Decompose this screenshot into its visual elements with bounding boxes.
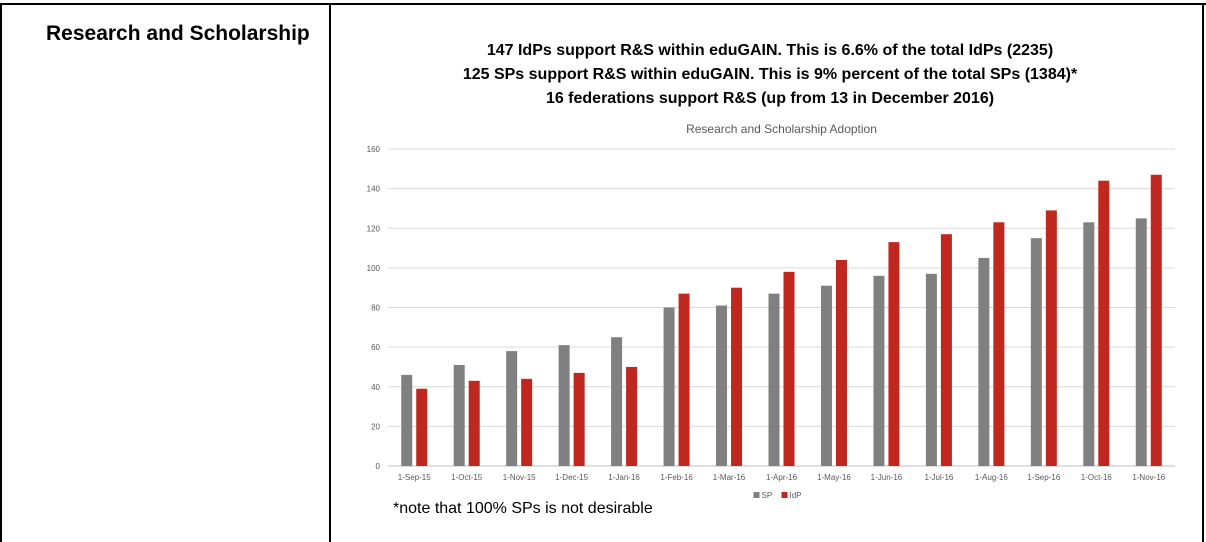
bar-sp (401, 374, 413, 466)
x-tick-label: 1-Dec-15 (555, 473, 588, 482)
bar-sp (873, 275, 885, 466)
bar-idp (416, 388, 428, 466)
x-tick-label: 1-Jan-16 (608, 473, 640, 482)
bar-sp (611, 337, 623, 466)
bar-idp (573, 372, 585, 466)
bar-sp (558, 345, 570, 466)
x-tick-label: 1-Mar-16 (713, 473, 746, 482)
bar-idp (940, 234, 952, 466)
x-tick-label: 1-Oct-15 (451, 473, 483, 482)
y-tick-label: 80 (371, 304, 380, 313)
bar-idp (521, 378, 533, 466)
adoption-chart: Research and Scholarship Adoption 0 20 40 60… (367, 122, 1175, 500)
bar-idp (468, 380, 480, 466)
bar-idp (1098, 180, 1110, 466)
legend-swatch-sp (753, 492, 760, 498)
footnote: *note that 100% SPs is not desirable (393, 500, 653, 517)
bar-sp (768, 293, 780, 466)
bar-sp (1030, 238, 1042, 466)
bar-idp (678, 293, 690, 466)
bar-idp (626, 366, 638, 466)
table-column-divider (329, 3, 331, 542)
bar-idp (993, 222, 1005, 466)
bar-sp (506, 351, 518, 466)
bar-sp (716, 305, 728, 466)
x-tick-label: 1-Feb-16 (660, 473, 693, 482)
table-top-border (0, 3, 1206, 5)
y-tick-label: 140 (367, 185, 381, 194)
x-tick-label: 1-Jul-16 (924, 473, 953, 482)
x-tick-label: 1-Sep-16 (1027, 473, 1060, 482)
row-label: Research and Scholarship (46, 22, 310, 45)
bar-sp (1135, 218, 1147, 466)
x-tick-label: 1-Aug-16 (975, 473, 1008, 482)
bar-sp (453, 364, 465, 466)
legend-swatch-idp (781, 492, 788, 498)
table-right-border (1202, 3, 1204, 542)
x-tick-label: 1-Apr-16 (766, 473, 798, 482)
x-tick-label: 1-Jun-16 (871, 473, 903, 482)
y-tick-label: 0 (376, 462, 381, 471)
x-tick-label: 1-Nov-16 (1132, 473, 1165, 482)
table-left-border (0, 3, 2, 542)
bar-sp (1083, 222, 1095, 466)
bar-sp (663, 307, 675, 466)
bar-sp (978, 257, 990, 466)
x-tick-label: 1-Sep-15 (398, 473, 431, 482)
y-tick-label: 160 (367, 145, 381, 154)
bar-sp (820, 285, 832, 466)
x-tick-label: 1-Nov-15 (503, 473, 536, 482)
headline-federations: 16 federations support R&S (up from 13 i… (545, 90, 995, 107)
bar-idp (888, 242, 900, 466)
y-tick-label: 40 (371, 383, 380, 392)
bar-idp (783, 271, 795, 466)
chart-title: Research and Scholarship Adoption (686, 122, 877, 136)
legend-label-sp: SP (762, 491, 773, 500)
bar-idp (1045, 210, 1057, 466)
bar-sp (925, 273, 937, 466)
y-tick-label: 60 (371, 343, 380, 352)
bar-idp (1150, 174, 1162, 466)
legend-label-idp: IdP (790, 491, 802, 500)
y-tick-label: 120 (367, 224, 381, 233)
headline-sps: 125 SPs support R&S within eduGAIN. This… (462, 66, 1078, 83)
headline-idps: 147 IdPs support R&S within eduGAIN. Thi… (486, 42, 1054, 59)
bar-idp (835, 259, 847, 466)
bar-idp (731, 287, 743, 466)
y-tick-label: 20 (371, 422, 380, 431)
y-tick-label: 100 (367, 264, 381, 273)
x-tick-label: 1-May-16 (817, 473, 851, 482)
x-tick-label: 1-Oct-16 (1081, 473, 1113, 482)
